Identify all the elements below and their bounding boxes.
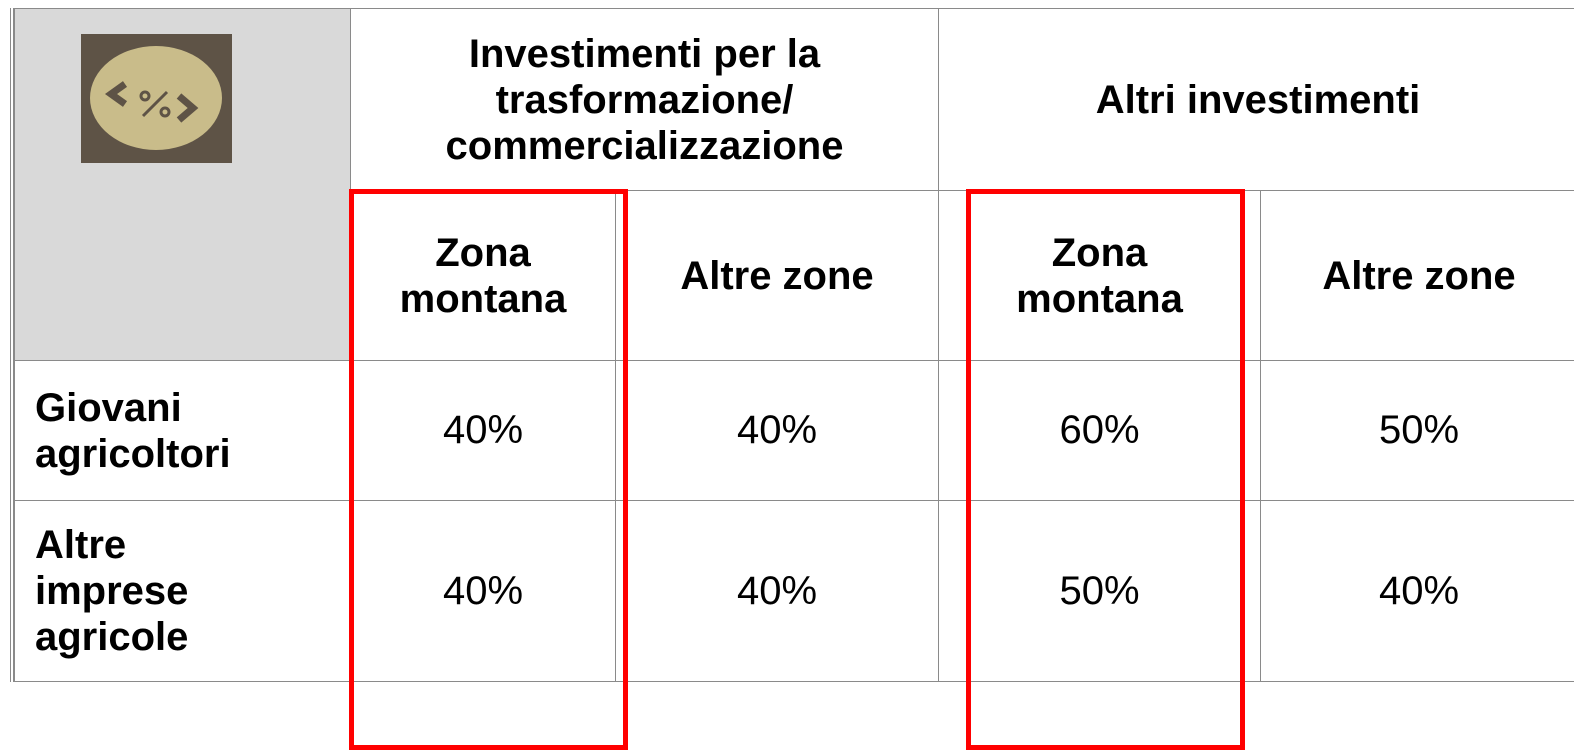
- value-cell-text: 40%: [442, 408, 524, 452]
- value-cell-text: 50%: [1378, 408, 1460, 452]
- value-cell: 50%: [1260, 360, 1574, 501]
- highlight-box: [349, 189, 628, 750]
- value-cell-text: 40%: [1378, 568, 1460, 613]
- subheader: Zona montana: [938, 190, 1261, 361]
- group-header: Altri investimenti: [938, 8, 1574, 191]
- value-cell: 40%: [615, 500, 939, 682]
- row-label: Altre imprese agricole: [14, 500, 351, 682]
- subheader-text: Zona montana: [399, 230, 567, 321]
- value-cell: 40%: [350, 500, 616, 682]
- value-cell: 50%: [938, 500, 1261, 682]
- subheader-text: Zona montana: [1016, 230, 1183, 321]
- subheader: Zona montana: [350, 190, 616, 361]
- group-header-text: Investimenti per la trasformazione/ comm…: [445, 31, 844, 168]
- table-left-border: [10, 8, 14, 682]
- group-header: Investimenti per la trasformazione/ comm…: [350, 8, 939, 191]
- group-header-text: Altri investimenti: [1095, 77, 1421, 122]
- value-cell: 40%: [615, 360, 939, 501]
- subheader-text: Altre zone: [1322, 253, 1516, 298]
- value-cell: 40%: [1260, 500, 1574, 682]
- subheader-text: Altre zone: [680, 253, 874, 298]
- subheader: Altre zone: [615, 190, 939, 361]
- row-label-text: Giovani agricoltori: [35, 385, 231, 476]
- icon: [81, 34, 232, 163]
- value-cell-text: 60%: [1059, 408, 1140, 452]
- value-cell-text: 40%: [736, 568, 818, 613]
- highlight-box: [966, 189, 1245, 750]
- row-label: Giovani agricoltori: [14, 360, 351, 501]
- value-cell-text: 40%: [442, 568, 524, 613]
- value-cell-text: 50%: [1059, 568, 1140, 613]
- row-label-text: Altre imprese agricole: [35, 523, 189, 659]
- value-cell-text: 40%: [736, 408, 818, 452]
- subheader: Altre zone: [1260, 190, 1574, 361]
- corner-cell: [14, 8, 351, 361]
